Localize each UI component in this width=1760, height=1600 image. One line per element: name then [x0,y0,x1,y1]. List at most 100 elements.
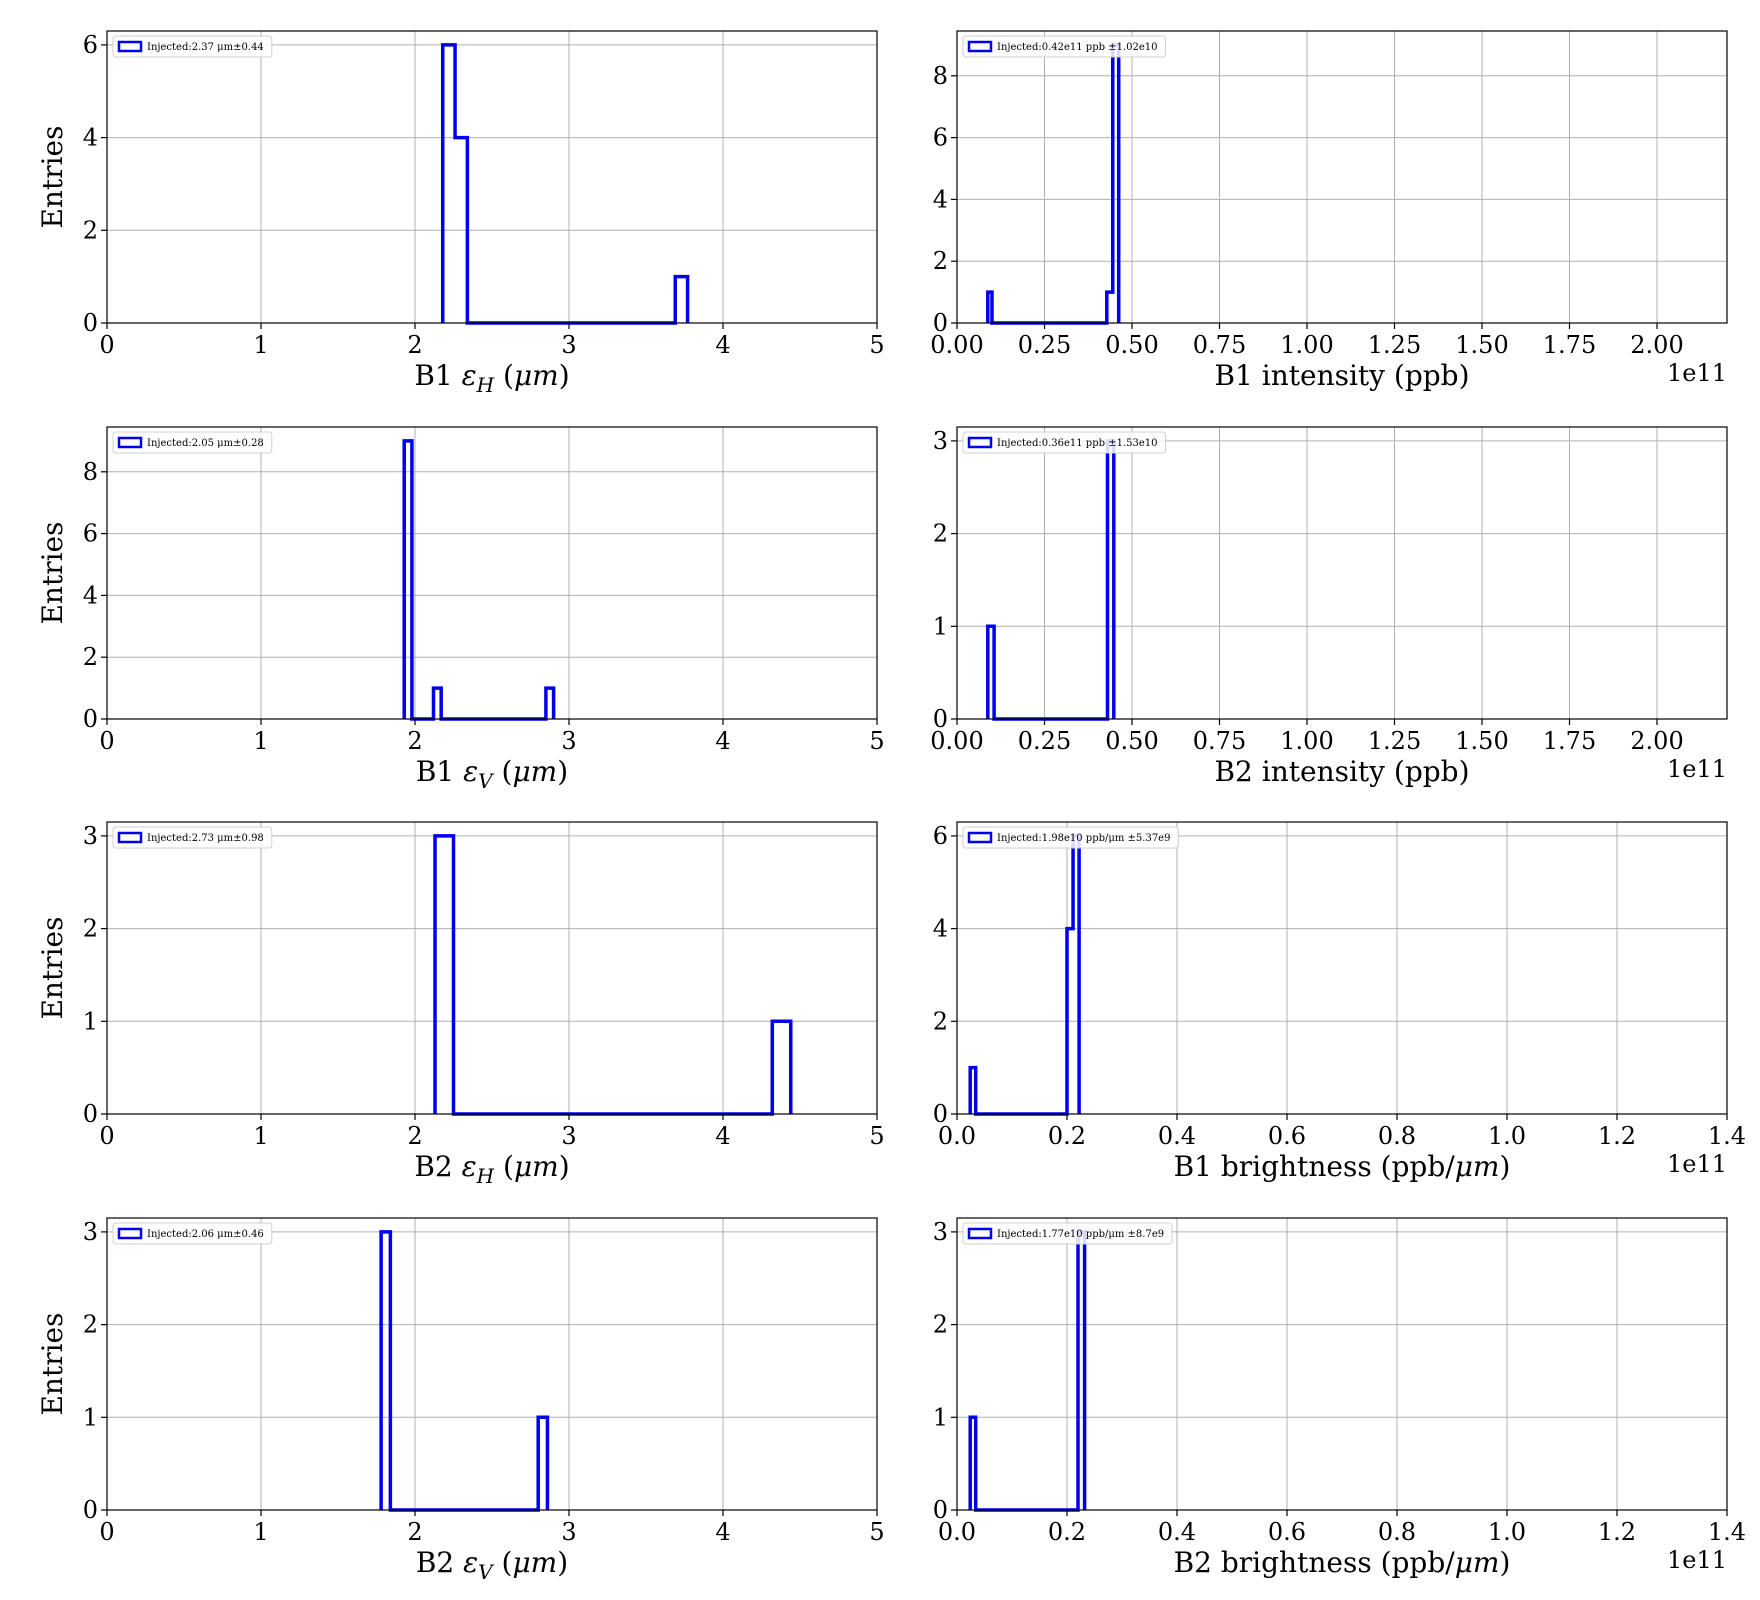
y-tick-label: 3 [933,1218,948,1246]
x-offset-text: 1e11 [1667,755,1727,783]
x-tick-label: 1.25 [1368,727,1421,755]
x-tick-label: 4 [715,1122,730,1150]
legend-swatch [117,436,143,449]
x-axis-label: B2 εV (μm) [416,1546,568,1584]
x-axis-label-part: H [476,373,495,397]
legend-box [962,35,1166,58]
x-tick-label: 2 [407,727,422,755]
x-tick-label: 1.25 [1368,331,1421,359]
y-tick-label: 0 [933,1100,948,1128]
x-tick-label: 5 [869,727,884,755]
x-axis-label-part: B1 brightness (ppb/ [1174,1150,1456,1183]
x-tick-label: 1.00 [1280,331,1333,359]
x-axis-label-part: V [478,769,495,793]
x-axis-label-part: B1 intensity (ppb) [1214,359,1469,392]
x-axis-label-part: ( [493,755,513,788]
x-tick-label: 1.2 [1598,1122,1636,1150]
legend: Injected:2.05 μm±0.28 [112,431,273,454]
x-axis-label-part: ε [462,359,477,392]
histogram-bin [443,45,455,323]
legend: Injected:1.98e10 ppb/μm ±5.37e9 [962,826,1179,849]
panel-b1-eh: 0 1 2 3 4 5 0 2 4 6 B1 εH (μm) Entries Injected:2.37… [36,30,885,397]
legend-swatch [967,1227,993,1240]
axes-frame [956,30,1728,324]
x-axis-label-part: B1 [414,359,461,392]
y-tick-label: 1 [83,1007,98,1035]
legend-box [112,431,273,454]
histogram-series [433,834,793,1116]
y-tick-label: 3 [83,1218,98,1246]
y-tick-label: 2 [933,247,948,275]
legend-box [962,826,1179,849]
y-tick-label: 3 [83,822,98,850]
y-tick-label: 0 [83,705,98,733]
x-offset-text: 1e11 [1667,1546,1727,1574]
x-axis-label-part: ( [493,1546,513,1579]
histogram-series [986,43,1121,325]
x-tick-label: 2 [407,1122,422,1150]
y-tick-label: 0 [83,1100,98,1128]
x-tick-label: 1.50 [1455,331,1508,359]
x-tick-label: 0.6 [1268,1518,1306,1546]
x-offset-text: 1e11 [1667,359,1727,387]
x-tick-label: 1.00 [1280,727,1333,755]
y-tick-label: 6 [933,124,948,152]
y-tick-label: 2 [83,1311,98,1339]
y-tick-label: 1 [933,612,948,640]
panel-b1-intensity: 0.00 0.25 0.50 0.75 1.00 1.25 1.50 1.75 2.00 0 2 4 6… [930,30,1728,392]
y-tick-label: 1 [83,1403,98,1431]
x-tick-label: 0.75 [1193,331,1246,359]
legend: Injected:1.77e10 ppb/μm ±8.7e9 [962,1222,1173,1245]
x-tick-label: 0.8 [1378,1122,1416,1150]
histogram-series [968,834,1081,1116]
y-axis-label: Entries [36,916,69,1019]
x-tick-label: 3 [561,727,576,755]
y-axis-label: Entries [36,521,69,624]
y-tick-label: 2 [933,1007,948,1035]
x-axis-label-part: μm [514,1150,559,1183]
y-tick-label: 4 [933,915,948,943]
axes-frame [106,821,878,1115]
legend-label: Injected:2.06 μm±0.46 [147,1229,264,1240]
x-tick-label: 5 [869,1518,884,1546]
y-tick-label: 6 [83,31,98,59]
legend-label: Injected:2.05 μm±0.28 [147,438,264,449]
x-offset-text: 1e11 [1667,1150,1727,1178]
x-tick-label: 0.0 [938,1518,976,1546]
y-tick-label: 6 [83,520,98,548]
x-tick-label: 2.00 [1630,727,1683,755]
histogram-series [440,43,690,325]
x-tick-label: 4 [715,331,730,359]
y-tick-label: 8 [933,62,948,90]
legend-swatch [967,436,993,449]
panel-b2-intensity: 0.00 0.25 0.50 0.75 1.00 1.25 1.50 1.75 2.00 0 1 2 3… [930,426,1728,788]
legend-label: Injected:1.98e10 ppb/μm ±5.37e9 [997,833,1170,844]
y-tick-label: 0 [933,1496,948,1524]
x-tick-label: 2.00 [1630,331,1683,359]
x-tick-label: 4 [715,1518,730,1546]
x-tick-label: 0.50 [1105,331,1158,359]
x-tick-label: 0.2 [1048,1518,1086,1546]
x-tick-label: 1.75 [1543,331,1596,359]
x-axis-label-part: μm [1455,1150,1500,1183]
legend: Injected:2.37 μm±0.44 [112,35,273,58]
legend-swatch [117,831,143,844]
x-axis-label-part: B1 [416,755,463,788]
x-tick-label: 0.2 [1048,1122,1086,1150]
x-axis-label-part: B2 brightness (ppb/ [1174,1546,1456,1579]
x-axis-label: B1 brightness (ppb/μm) [1174,1150,1511,1183]
x-tick-label: 1 [253,727,268,755]
x-axis-label: B1 εV (μm) [416,755,568,793]
y-tick-label: 4 [83,124,98,152]
legend-swatch [117,40,143,53]
y-tick-label: 1 [933,1403,948,1431]
y-tick-label: 0 [933,309,948,337]
x-axis-label-part: B2 [414,1150,461,1183]
x-tick-label: 1.75 [1543,727,1596,755]
y-tick-label: 0 [83,1496,98,1524]
y-tick-label: 8 [83,458,98,486]
x-tick-label: 3 [561,1518,576,1546]
x-tick-label: 0.25 [1018,727,1071,755]
